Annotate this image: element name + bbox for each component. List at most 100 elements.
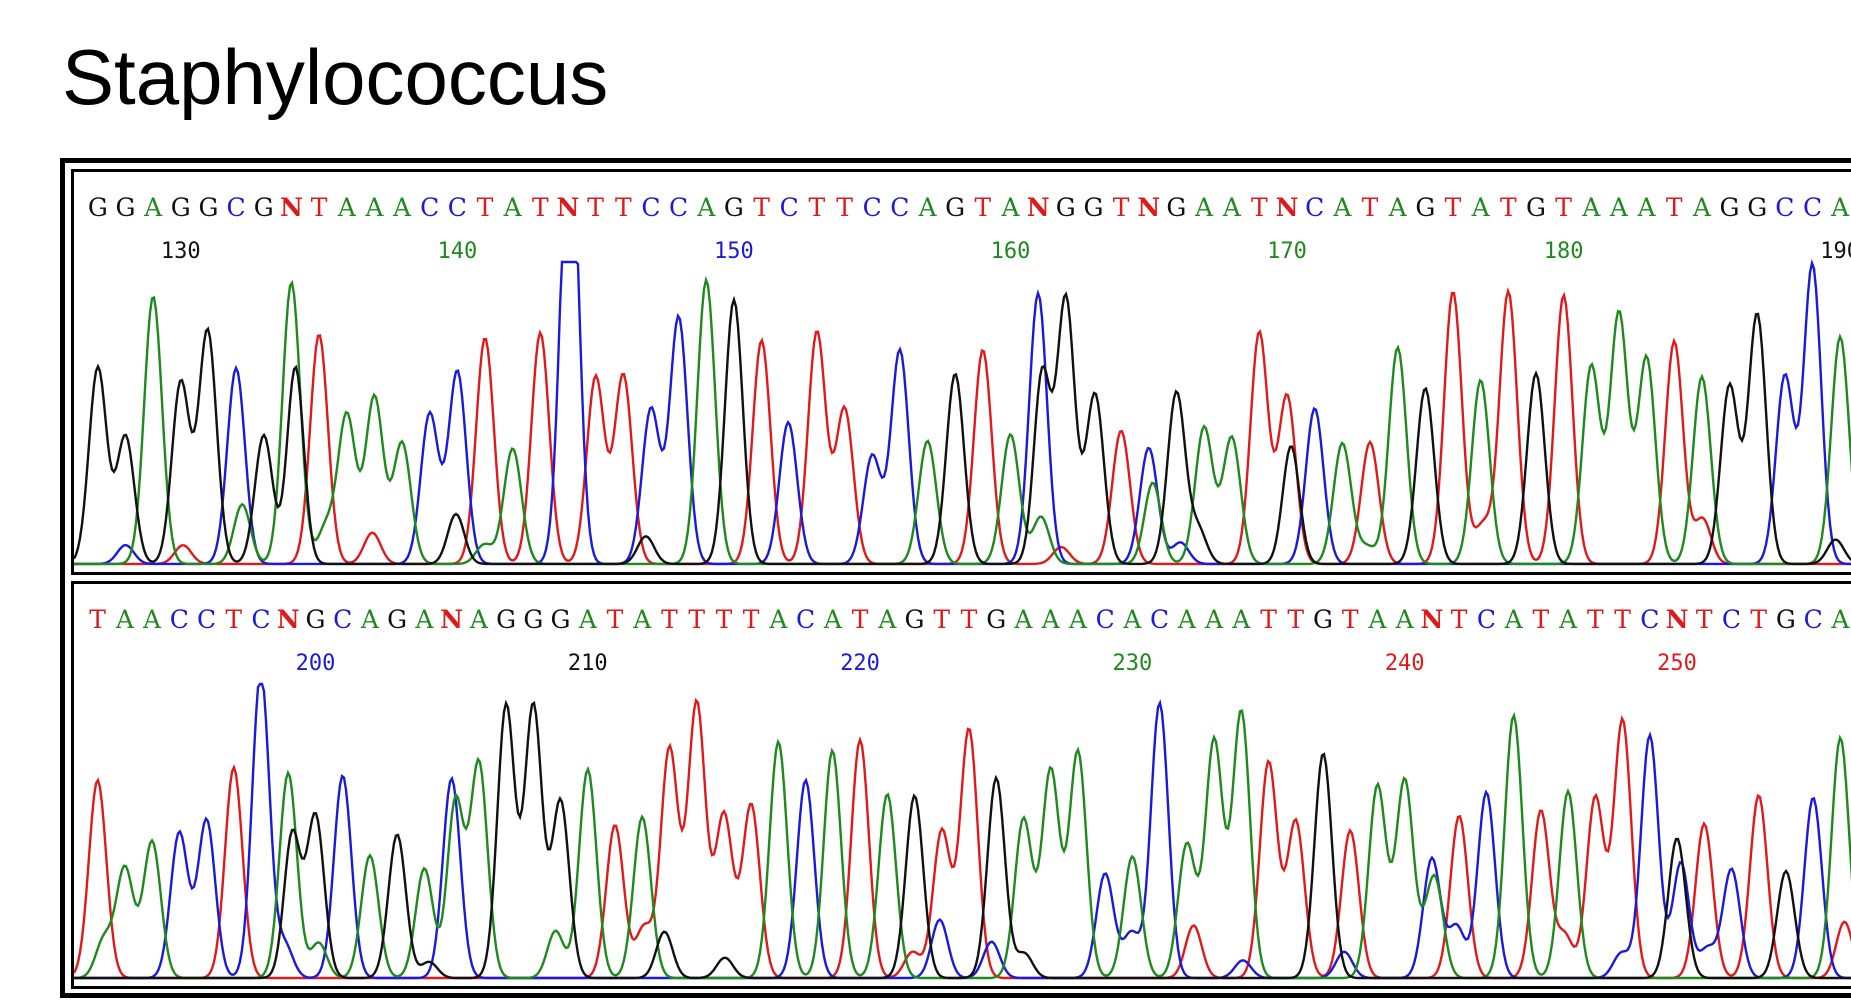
base-call: N [1137,193,1160,222]
base-call: C [1804,605,1823,634]
base-call: A [578,605,598,634]
position-tick-label: 210 [568,651,608,676]
base-call: A [1504,605,1524,634]
base-call: T [607,605,624,634]
base-call: C [197,605,216,634]
base-call: A [1222,193,1242,222]
position-tick-label: 250 [1657,651,1697,676]
base-call: C [669,193,688,222]
base-call: T [1287,605,1304,634]
base-call: G [986,605,1006,634]
base-call: G [254,193,274,222]
base-call: C [890,193,909,222]
base-call: A [392,193,412,222]
base-call: C [251,605,270,634]
base-call: T [615,193,632,222]
base-call: N [557,193,580,222]
base-call: N [1666,605,1689,634]
base-call: A [115,605,135,634]
base-call: A [337,193,357,222]
base-call: T [688,605,705,634]
base-call: A [1231,605,1251,634]
base-call: T [961,605,978,634]
base-call: C [1640,605,1659,634]
base-call: G [1313,605,1333,634]
base-call: T [1555,193,1572,222]
base-call: N [1027,193,1050,222]
base-call: C [1803,193,1822,222]
base-call: N [1420,605,1443,634]
base-call: C [796,605,815,634]
base-call: A [142,605,162,634]
base-call: T [587,193,604,222]
base-call: C [227,193,246,222]
position-tick-label: 150 [714,239,754,264]
position-tick-label: 190 [1820,239,1851,264]
base-call: G [523,605,543,634]
base-call: T [311,193,328,222]
base-call: A [414,605,434,634]
base-call: T [1260,605,1277,634]
position-tick-label: 160 [991,239,1031,264]
base-call: A [1000,193,1020,222]
base-call: T [1251,193,1268,222]
trace-line [74,682,1851,980]
base-call: C [333,605,352,634]
base-call: G [1720,193,1740,222]
base-call: A [1637,193,1657,222]
base-call: N [440,605,463,634]
base-call: A [877,605,897,634]
base-call: G [1747,193,1767,222]
base-call: A [1609,193,1629,222]
base-call: G [945,193,965,222]
base-call: C [641,193,660,222]
trace-line [74,699,1851,980]
position-tick-label: 200 [296,651,336,676]
base-call: T [1500,193,1517,222]
base-call: A [823,605,843,634]
base-call: G [1056,193,1076,222]
base-call: T [836,193,853,222]
base-call: C [170,605,189,634]
base-call: A [1558,605,1578,634]
base-call: T [1362,193,1379,222]
base-call: C [420,193,439,222]
position-tick-label: 170 [1267,239,1307,264]
trace-line [74,709,1851,980]
base-call: A [1204,605,1224,634]
base-call: C [863,193,882,222]
base-call: G [1776,605,1796,634]
base-call: T [1342,605,1359,634]
base-call: C [1096,605,1115,634]
base-call: C [1775,193,1794,222]
base-call: A [1122,605,1142,634]
base-call: G [1526,193,1546,222]
base-call: T [852,605,869,634]
base-call: T [1113,193,1130,222]
base-call: A [503,193,523,222]
base-call: G [1415,193,1435,222]
position-tick-label: 140 [437,239,477,264]
base-call: T [1666,193,1683,222]
base-call: T [809,193,826,222]
trace-line [74,291,1851,566]
position-tick-label: 130 [161,239,201,264]
base-call: A [1332,193,1352,222]
base-call: A [1177,605,1197,634]
base-call: C [1150,605,1169,634]
base-call: A [917,193,937,222]
base-call: G [551,605,571,634]
base-call: A [1830,605,1850,634]
base-call: T [743,605,760,634]
trace-line [74,697,1851,980]
base-call: T [753,193,770,222]
base-call: T [1614,605,1631,634]
base-call: A [1692,193,1712,222]
base-call: G [1083,193,1103,222]
base-call: N [1276,193,1299,222]
base-call: G [387,605,407,634]
base-call: G [198,193,218,222]
